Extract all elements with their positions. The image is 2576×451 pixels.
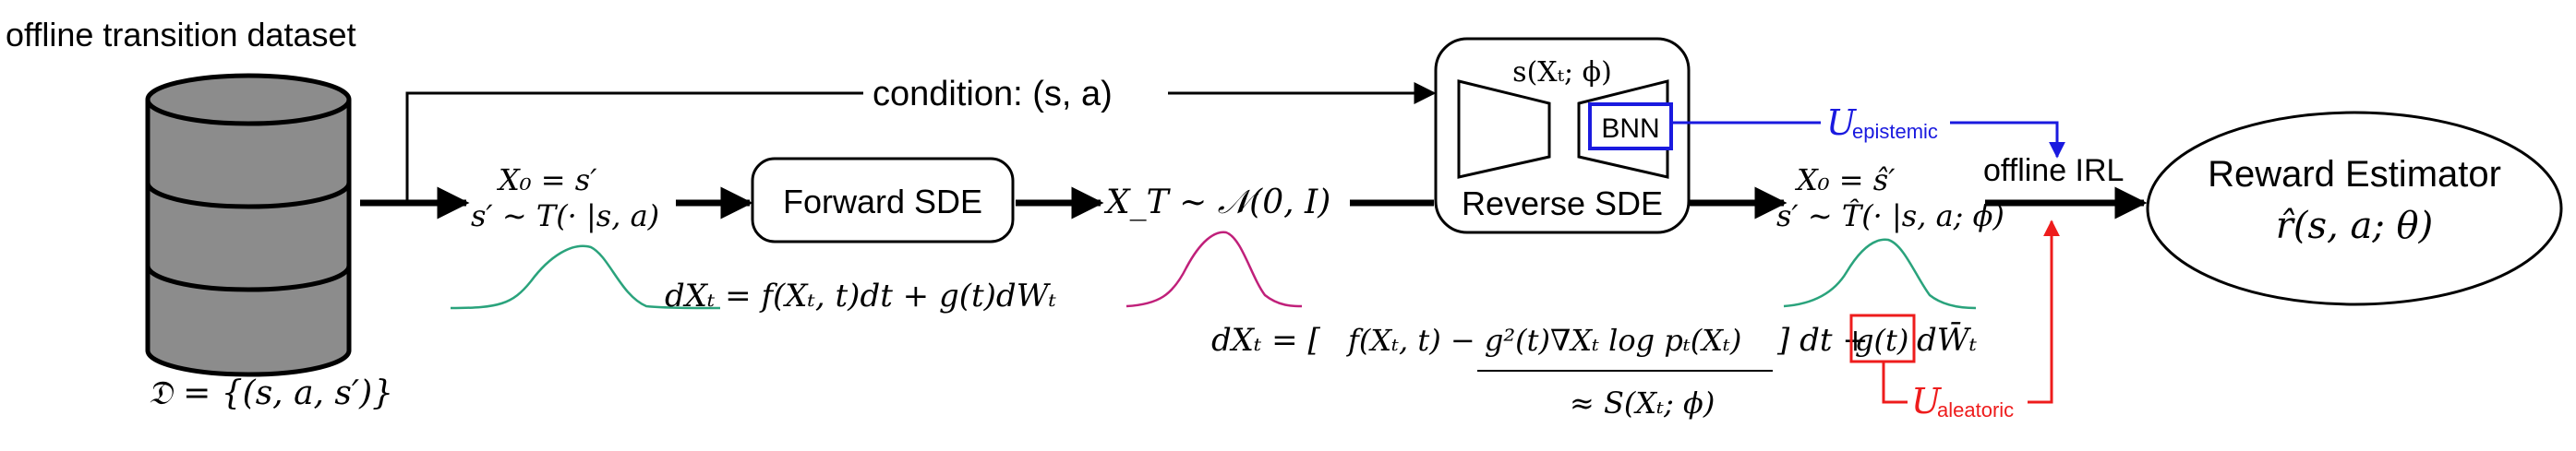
reward-estimator-ellipse	[2146, 111, 2563, 306]
forward-sde-label: Forward SDE	[783, 183, 982, 220]
reverse-sde-equation-open: dXₜ = [	[1211, 322, 1320, 359]
aleatoric-bracket-line	[1882, 362, 1908, 404]
reverse-sde-box	[1434, 37, 1691, 234]
reward-estimator-title: Reward Estimator	[2208, 154, 2501, 195]
reverse-sde-equation-close: ] dt +	[1776, 322, 1869, 359]
aleatoric-uncertainty-symbol: U	[1911, 381, 1943, 421]
epistemic-uncertainty-symbol: U	[1826, 102, 1858, 143]
terminal-state: X_T ∼ 𝒩(0, I)	[1103, 184, 1330, 221]
diagram-title: offline transition dataset	[6, 16, 356, 53]
condition-line	[405, 91, 863, 203]
generated-state-line1: X₀ = ŝ′	[1794, 162, 1896, 197]
aleatoric-uncertainty-subscript: aleatoric	[1937, 398, 2014, 421]
database-cylinder-icon	[145, 73, 352, 377]
reward-estimator-formula: r̂(s, a; θ)	[2276, 205, 2433, 247]
init-state-line2: s′ ∼ T(· |s, a)	[471, 198, 659, 233]
dataset-formula: 𝔇 = {(s, a, s′)}	[148, 374, 393, 412]
encoder-trapezoid-icon	[1457, 79, 1551, 179]
gaussian-curve-data	[450, 244, 721, 310]
score-network-label: s(Xₜ; ϕ)	[1512, 56, 1612, 89]
bnn-box	[1588, 102, 1673, 150]
forward-sde-box	[751, 157, 1015, 243]
reverse-sde-equation-g: g(t)	[1855, 323, 1908, 358]
gaussian-curve-noise	[1125, 231, 1303, 308]
reverse-sde-label: Reverse SDE	[1462, 184, 1663, 222]
generated-state-line2: s′ ∼ T̂(· |s, a; ϕ)	[1776, 198, 2004, 233]
reverse-sde-equation-dw: dW̄ₜ	[1917, 321, 1978, 359]
epistemic-to-irl-arrow	[1950, 121, 2065, 159]
approx-score-label: ≈ S(Xₜ; ϕ)	[1570, 386, 1715, 421]
offline-irl-label: offline IRL	[1983, 153, 2124, 188]
reverse-sde-equation-inner: f(Xₜ, t) − g²(t)∇Xₜ log pₜ(Xₜ)	[1346, 323, 1741, 358]
aleatoric-to-irl-arrow	[2028, 220, 2060, 404]
epistemic-uncertainty-subscript: epistemic	[1852, 120, 1938, 143]
forward-sde-equation: dXₜ = f(Xₜ, t)dt + g(t)dWₜ	[665, 278, 1057, 315]
gaussian-curve-generated	[1783, 238, 1977, 310]
condition-label: condition: (s, a)	[873, 75, 1113, 113]
bnn-label: BNN	[1601, 113, 1659, 144]
decoder-trapezoid-icon	[1577, 79, 1669, 179]
init-state-line1: X₀ = s′	[496, 162, 597, 197]
